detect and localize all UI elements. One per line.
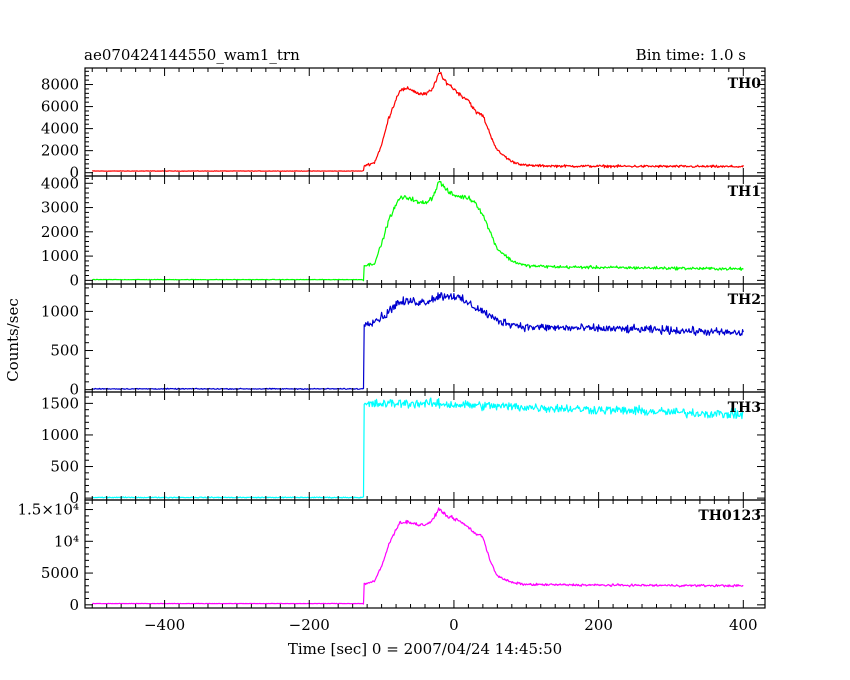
- series-line-th3: [92, 397, 744, 499]
- y-tick-label: 0: [69, 271, 79, 289]
- y-tick-label: 10⁴: [54, 532, 79, 550]
- x-tick-label: −200: [289, 616, 330, 634]
- panel-frame: [84, 391, 766, 501]
- panel-label: TH1: [728, 184, 761, 200]
- panel-frame: [84, 283, 766, 393]
- y-tick-label: 500: [50, 458, 79, 476]
- y-tick-label: 2000: [41, 142, 79, 160]
- panel-frame: [84, 499, 766, 609]
- panel-th1: 0 1000 2000 3000 4000 TH1: [41, 174, 766, 289]
- series-line-th1: [92, 180, 744, 282]
- panel-th0123: 0 5000 10⁴ 1.5×10⁴ TH0123: [17, 499, 766, 614]
- x-axis-label: Time [sec] 0 = 2007/04/24 14:45:50: [288, 640, 562, 658]
- panel-th2: 0 500 1000 TH2: [41, 283, 766, 399]
- panel-frame: [84, 67, 766, 177]
- y-tick-label: 3000: [41, 199, 79, 217]
- y-tick-label: 500: [50, 342, 79, 360]
- y-tick-label: 1000: [41, 426, 79, 444]
- y-tick-label: 6000: [41, 98, 79, 116]
- panel-th3: 0 500 1000 1500 TH3: [41, 391, 766, 507]
- y-tick-label: 8000: [41, 76, 79, 94]
- y-tick-label: 0: [69, 489, 79, 507]
- x-tick-label: 200: [584, 616, 613, 634]
- y-tick-label: 5000: [41, 564, 79, 582]
- panel-frame: [84, 175, 766, 285]
- y-tick-label: 0: [69, 381, 79, 399]
- panel-label: TH3: [728, 400, 761, 416]
- y-tick-label: 4000: [41, 174, 79, 192]
- chart-title: ae070424144550_wam1_trn: [84, 46, 300, 64]
- x-tick-label: −400: [144, 616, 185, 634]
- bin-time-label: Bin time: 1.0 s: [636, 46, 746, 64]
- y-tick-label: 1.5×10⁴: [17, 501, 79, 519]
- panel-label: TH2: [728, 292, 761, 308]
- panel-label: TH0: [728, 76, 762, 92]
- y-tick-label: 4000: [41, 120, 79, 138]
- panel-th0: 0 2000 4000 6000 8000 TH0: [41, 67, 766, 182]
- y-tick-label: 0: [69, 164, 79, 182]
- series-line-th0123: [92, 507, 744, 605]
- y-tick-label: 2000: [41, 223, 79, 241]
- y-tick-label: 1500: [41, 394, 79, 412]
- y-tick-label: 0: [69, 596, 79, 614]
- x-tick-label: 0: [449, 616, 459, 634]
- y-tick-label: 1000: [41, 247, 79, 265]
- series-line-th2: [91, 292, 744, 390]
- series-line-th0: [92, 71, 744, 172]
- y-tick-label: 1000: [41, 302, 79, 320]
- panel-label: TH0123: [698, 508, 761, 524]
- x-tick-label: 400: [729, 616, 758, 634]
- y-axis-label: Counts/sec: [4, 298, 22, 382]
